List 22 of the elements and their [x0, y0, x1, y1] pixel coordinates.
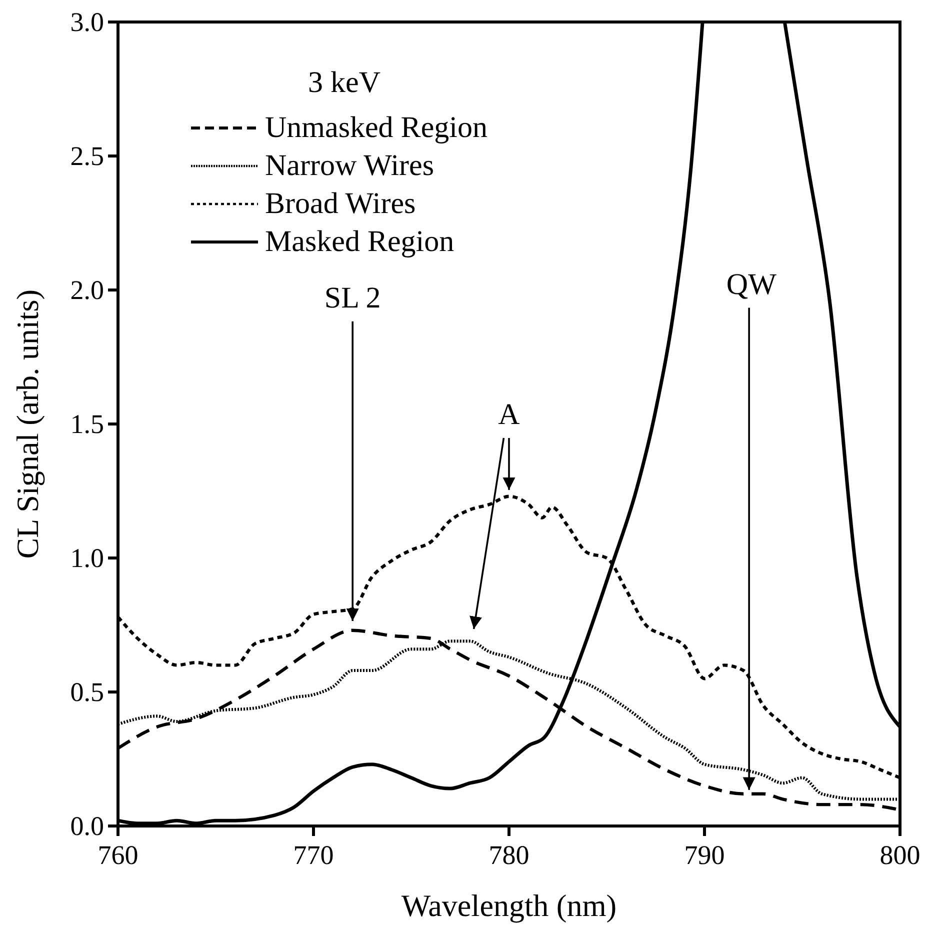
- x-tick-label: 780: [488, 840, 530, 870]
- x-tick-label: 800: [880, 840, 920, 870]
- y-axis-title: CL Signal (arb. units): [10, 289, 45, 559]
- annotation: SL 2: [324, 281, 381, 314]
- y-tick-label: 2.0: [70, 275, 104, 305]
- legend-label: Narrow Wires: [265, 149, 434, 182]
- y-tick-label: 1.0: [70, 543, 104, 573]
- y-tick-label: 3.0: [70, 7, 104, 37]
- y-tick-label: 2.5: [70, 141, 104, 171]
- x-tick-label: 770: [293, 840, 334, 870]
- legend-title: 3 keV: [308, 66, 381, 99]
- annotation: QW: [726, 268, 778, 301]
- annotation: A: [498, 398, 520, 431]
- y-tick-label: 1.5: [70, 409, 104, 439]
- y-tick-label: 0.0: [70, 811, 104, 841]
- legend-label: Broad Wires: [265, 187, 416, 220]
- legend-label: Unmasked Region: [265, 111, 488, 144]
- x-tick-label: 760: [98, 840, 138, 870]
- y-tick-label: 0.5: [70, 677, 104, 707]
- x-axis-title: Wavelength (nm): [401, 888, 617, 923]
- x-tick-label: 790: [684, 840, 725, 870]
- legend-label: Masked Region: [265, 225, 454, 258]
